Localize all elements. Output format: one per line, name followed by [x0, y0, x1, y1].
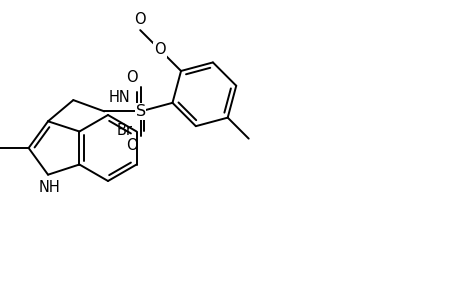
Text: Br: Br — [116, 123, 132, 138]
Text: S: S — [135, 104, 146, 119]
Text: O: O — [134, 12, 146, 27]
Text: O: O — [126, 70, 137, 85]
Text: O: O — [154, 43, 166, 58]
Text: HN: HN — [108, 90, 130, 105]
Text: NH: NH — [38, 180, 60, 195]
Text: O: O — [126, 138, 137, 153]
